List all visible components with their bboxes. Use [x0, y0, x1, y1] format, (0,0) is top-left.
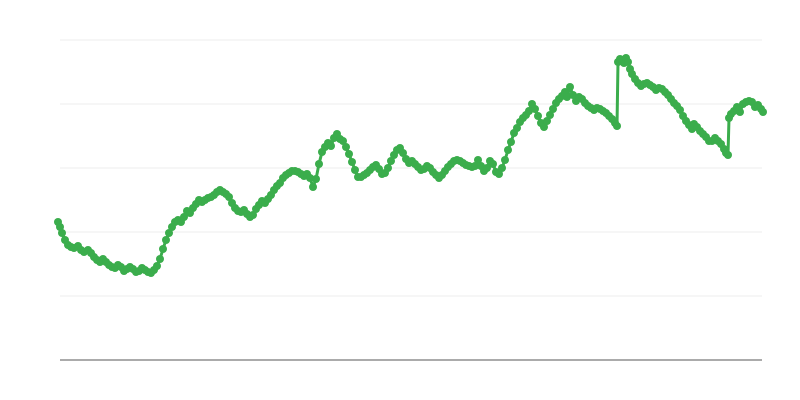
data-point-marker	[345, 150, 353, 158]
data-point-marker	[543, 117, 551, 125]
data-point-marker	[471, 162, 479, 170]
data-point-marker	[58, 229, 66, 237]
data-point-marker	[474, 156, 482, 164]
data-point-marker	[504, 146, 512, 154]
data-point-marker	[249, 211, 257, 219]
data-point-marker	[759, 108, 767, 116]
data-point-marker	[351, 166, 359, 174]
data-point-marker	[501, 156, 509, 164]
data-point-marker	[566, 83, 574, 91]
data-point-marker	[306, 174, 314, 182]
data-point-marker	[489, 160, 497, 168]
data-point-marker	[531, 105, 539, 113]
data-point-marker	[342, 143, 350, 151]
data-point-marker	[513, 124, 521, 132]
data-point-marker	[162, 236, 170, 244]
data-point-marker	[153, 262, 161, 270]
data-point-marker	[549, 105, 557, 113]
data-point-marker	[724, 151, 732, 159]
data-point-marker	[384, 164, 392, 172]
data-point-marker	[312, 175, 320, 183]
data-point-marker	[676, 106, 684, 114]
data-point-marker	[387, 157, 395, 165]
data-point-marker	[225, 193, 233, 201]
data-point-marker	[736, 108, 744, 116]
data-point-marker	[498, 164, 506, 172]
data-point-marker	[327, 142, 335, 150]
data-point-marker	[180, 213, 188, 221]
data-point-marker	[315, 160, 323, 168]
data-point-marker	[348, 158, 356, 166]
data-point-marker	[613, 122, 621, 130]
data-point-marker	[495, 170, 503, 178]
data-point-marker	[339, 137, 347, 145]
series-markers	[54, 54, 767, 277]
data-point-marker	[156, 255, 164, 263]
data-point-marker	[399, 149, 407, 157]
data-point-marker	[540, 123, 548, 131]
data-point-marker	[624, 58, 632, 66]
gridlines	[60, 39, 762, 297]
data-point-marker	[534, 112, 542, 120]
data-point-marker	[483, 164, 491, 172]
data-point-marker	[165, 229, 173, 237]
data-point-marker	[159, 245, 167, 253]
data-point-marker	[507, 138, 515, 146]
data-point-marker	[309, 183, 317, 191]
data-point-marker	[546, 111, 554, 119]
